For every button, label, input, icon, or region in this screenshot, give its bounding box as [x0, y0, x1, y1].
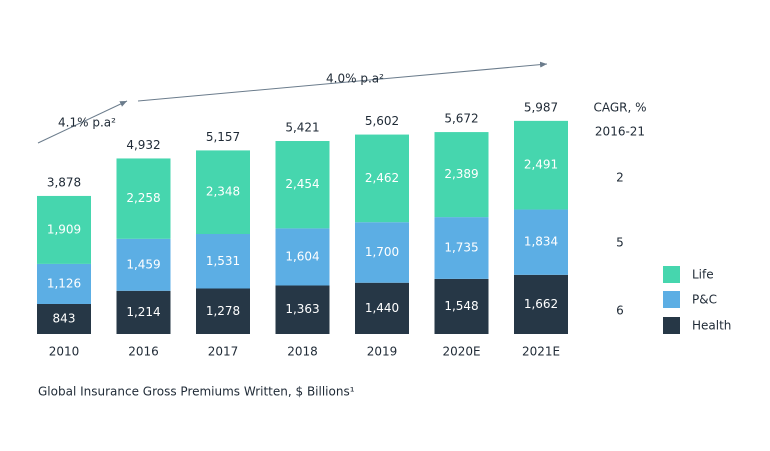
total-label: 5,672 [444, 112, 478, 126]
value-label: 1,278 [206, 304, 240, 318]
value-label: 1,604 [285, 249, 319, 263]
value-label: 1,735 [444, 241, 478, 255]
value-label: 1,834 [524, 235, 558, 249]
value-label: 1,662 [524, 297, 558, 311]
bar-segment [514, 209, 568, 275]
caption: Global Insurance Gross Premiums Written,… [38, 385, 355, 399]
total-label: 5,157 [206, 130, 240, 144]
total-label: 5,602 [365, 114, 399, 128]
legend-swatch [663, 266, 680, 283]
legend-swatch [663, 291, 680, 308]
legend-swatch [663, 317, 680, 334]
x-tick-label: 2017 [208, 345, 239, 359]
x-tick-label: 2019 [367, 345, 398, 359]
annotation: 4.0% p.a² [326, 72, 384, 86]
annotation: 4.1% p.a² [58, 116, 116, 130]
value-label: 843 [53, 311, 76, 325]
value-label: 1,126 [47, 276, 81, 290]
legend-label: Life [692, 268, 714, 282]
bar-segment [275, 228, 330, 286]
value-label: 1,548 [444, 299, 478, 313]
bar-segment [355, 134, 409, 223]
bar-segment [37, 303, 91, 334]
cagr-period: 2016-21 [595, 125, 645, 139]
cagr-title: CAGR, % [593, 101, 646, 115]
value-label: 1,700 [365, 245, 399, 259]
value-label: 2,258 [126, 191, 160, 205]
value-label: 2,389 [444, 167, 478, 181]
value-label: 2,348 [206, 185, 240, 199]
value-label: 1,531 [206, 254, 240, 268]
growth-arrow [137, 61, 548, 102]
total-label: 5,987 [524, 100, 558, 114]
bar-segment [196, 288, 250, 334]
legend-label: P&C [692, 293, 717, 307]
bar-segment [355, 282, 409, 334]
value-label: 2,462 [365, 171, 399, 185]
value-label: 2,454 [285, 177, 319, 191]
cagr-value: 2 [616, 171, 624, 185]
cagr-value: 5 [616, 236, 624, 250]
bar-segment [514, 120, 568, 210]
value-label: 1,214 [126, 305, 160, 319]
value-label: 1,909 [47, 222, 81, 236]
bar-segment [37, 263, 91, 304]
bar-segment [434, 278, 489, 334]
total-label: 5,421 [285, 121, 319, 135]
bar-segment [434, 217, 489, 279]
x-tick-label: 2016 [128, 345, 159, 359]
bar-segment [355, 222, 409, 283]
bar-segment [37, 195, 91, 264]
x-tick-label: 2021E [522, 345, 560, 359]
bar-segment [116, 290, 171, 334]
value-label: 1,440 [365, 301, 399, 315]
value-label: 2,491 [524, 158, 558, 172]
total-label: 4,932 [126, 138, 160, 152]
legend-label: Health [692, 319, 731, 333]
growth-arrow [37, 100, 128, 144]
bar-segment [116, 238, 171, 291]
value-label: 1,363 [285, 302, 319, 316]
bar-segment [196, 233, 250, 289]
value-label: 1,459 [126, 257, 160, 271]
bar-segment [275, 285, 330, 334]
bar-segment [275, 141, 330, 229]
x-tick-label: 2010 [49, 345, 80, 359]
bar-segment [196, 150, 250, 234]
total-label: 3,878 [47, 175, 81, 189]
bar-segment [116, 158, 171, 239]
x-tick-label: 2020E [442, 345, 480, 359]
cagr-value: 6 [616, 304, 624, 318]
x-tick-label: 2018 [287, 345, 318, 359]
bar-segment [514, 274, 568, 334]
bar-segment [434, 132, 489, 218]
